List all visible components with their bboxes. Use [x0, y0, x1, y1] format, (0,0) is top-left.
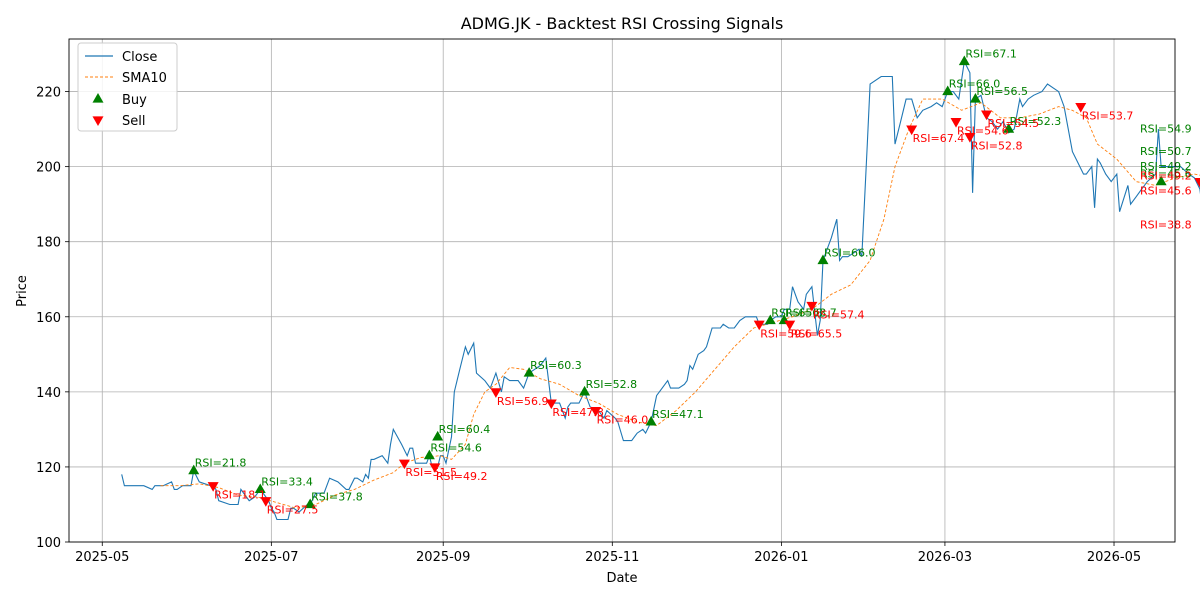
buy-signal-marker [1155, 175, 1167, 186]
legend: Close SMA10 Buy Sell [77, 42, 178, 132]
sell-signal-label: RSI=59.6 [760, 327, 812, 340]
buy-signal-marker [969, 93, 981, 103]
plot-series: RSI=21.8 RSI=33.4 RSI=37.8 RSI=54.6 RSI=60.4… [121, 48, 1200, 521]
x-tick-label: 2026-05 [1087, 550, 1141, 565]
sell-signal-label: RSI=18.1 [214, 489, 266, 502]
x-axis-label: Date [606, 571, 637, 586]
close-price-line [121, 59, 1200, 521]
sell-signal-label: RSI=56.9 [497, 395, 549, 408]
buy-signal-label: RSI=63.7 [785, 307, 837, 320]
buy-signal-label: RSI=66.0 [824, 246, 876, 259]
sell-signal-label: RSI=38.8 [1140, 218, 1192, 231]
sell-signal-marker [545, 399, 557, 410]
sell-signal-label: RSI=53.7 [1082, 110, 1134, 123]
y-tick-label: 200 [36, 161, 61, 176]
buy-signal-marker [423, 449, 435, 460]
sell-signal-marker [207, 482, 219, 492]
sell-signal-label: RSI=67.4 [913, 132, 965, 145]
x-tick-label: 2026-03 [918, 550, 972, 565]
buy-signal-label: RSI=50.7 [1140, 145, 1192, 158]
sell-signal-marker [490, 388, 502, 398]
x-tick-label: 2025-05 [75, 550, 129, 565]
buy-signal-label: RSI=21.8 [195, 457, 247, 470]
sell-signal-label: RSI=46.0 [597, 414, 649, 427]
buy-signal-marker [579, 385, 591, 396]
buy-signal-label: RSI=67.1 [965, 48, 1017, 61]
sell-signal-label: RSI=47.8 [552, 406, 604, 419]
buy-signal-marker [432, 430, 444, 441]
y-tick-label: 220 [36, 86, 61, 101]
buy-signal-label: RSI=52.3 [1010, 115, 1062, 128]
plot-frame [68, 38, 1176, 543]
sell-signal-marker [784, 320, 796, 331]
sell-signal-label: RSI=65.5 [791, 327, 843, 340]
buy-signal-marker [254, 483, 266, 494]
buy-signal-marker [817, 254, 829, 265]
axes: 2025-05 2025-07 2025-09 2025-11 2026-01 2026-… [36, 38, 1176, 565]
y-tick-label: 140 [36, 386, 61, 401]
sell-signal-marker [964, 132, 976, 143]
buy-signal-label: RSI=49.2 [1140, 160, 1192, 173]
sell-signal-label: RSI=54.5 [988, 117, 1040, 130]
sell-signal-marker [1075, 102, 1087, 113]
x-tick-label: 2025-11 [585, 550, 639, 565]
buy-signal-label: RSI=60.3 [530, 359, 582, 372]
sell-signal-label: RSI=51.5 [405, 466, 457, 479]
y-tick-label: 120 [36, 461, 61, 476]
y-tick-label: 160 [36, 311, 61, 326]
sell-signal-marker [806, 301, 818, 312]
sell-signal-marker [1194, 178, 1200, 188]
buy-signal-marker [942, 85, 954, 96]
legend-entry-label: SMA10 [122, 71, 167, 86]
sell-signal-label: RSI=27.5 [267, 504, 319, 517]
legend-entry-label: Buy [122, 93, 147, 108]
legend-sell-swatch [92, 116, 104, 126]
sell-signal-marker [981, 110, 993, 121]
legend-buy-swatch [92, 93, 104, 103]
buy-signal-label: RSI=52.8 [586, 378, 638, 391]
buy-signal-label: RSI=47.1 [652, 408, 704, 421]
sell-signal-label: RSI=49.2 [436, 470, 488, 483]
buy-signal-marker [958, 55, 970, 66]
buy-signal-label: RSI=45.6 [1140, 168, 1192, 181]
x-tick-label: 2026-01 [754, 550, 808, 565]
buy-signal-label: RSI=37.8 [311, 490, 363, 503]
sell-signal-marker [590, 407, 602, 417]
sell-signal-marker [260, 497, 272, 507]
x-tick-label: 2025-09 [416, 550, 470, 565]
sell-signal-marker [906, 125, 918, 136]
sell-signal-marker [398, 459, 410, 470]
buy-signal-label: RSI=56.5 [976, 85, 1028, 98]
sell-signal-label: RSI=52.8 [971, 140, 1023, 153]
buy-signal-marker [645, 415, 657, 426]
buy-signal-label: RSI=54.6 [430, 442, 482, 455]
sell-signal-label: RSI=45.6 [1140, 185, 1192, 198]
legend-entry-label: Sell [122, 114, 145, 129]
buy-signal-marker [188, 464, 200, 475]
sell-signal-marker [950, 117, 962, 128]
sell-signal-label: RSI=57.4 [813, 309, 865, 322]
sell-signal-label: RSI=49.2 [1140, 170, 1192, 183]
y-axis-label: Price [15, 275, 30, 307]
sell-signal-marker [753, 320, 765, 331]
y-tick-label: 100 [36, 536, 61, 551]
buy-signal-label: RSI=66.0 [949, 78, 1001, 91]
chart-title: ADMG.JK - Backtest RSI Crossing Signals [461, 14, 784, 33]
x-tick-label: 2025-07 [244, 550, 298, 565]
buy-signal-label: RSI=54.9 [1140, 123, 1192, 136]
buy-signal-marker [304, 498, 316, 509]
sell-signal-marker [429, 463, 441, 473]
buy-signal-marker [764, 314, 776, 325]
buy-signal-marker [1003, 123, 1015, 133]
buy-signal-marker [523, 367, 535, 377]
legend-entry-label: Close [122, 50, 157, 65]
buy-signal-label: RSI=33.4 [261, 475, 313, 488]
y-tick-label: 180 [36, 236, 61, 251]
buy-signal-label: RSI=60.4 [439, 423, 491, 436]
legend-box [77, 42, 178, 132]
